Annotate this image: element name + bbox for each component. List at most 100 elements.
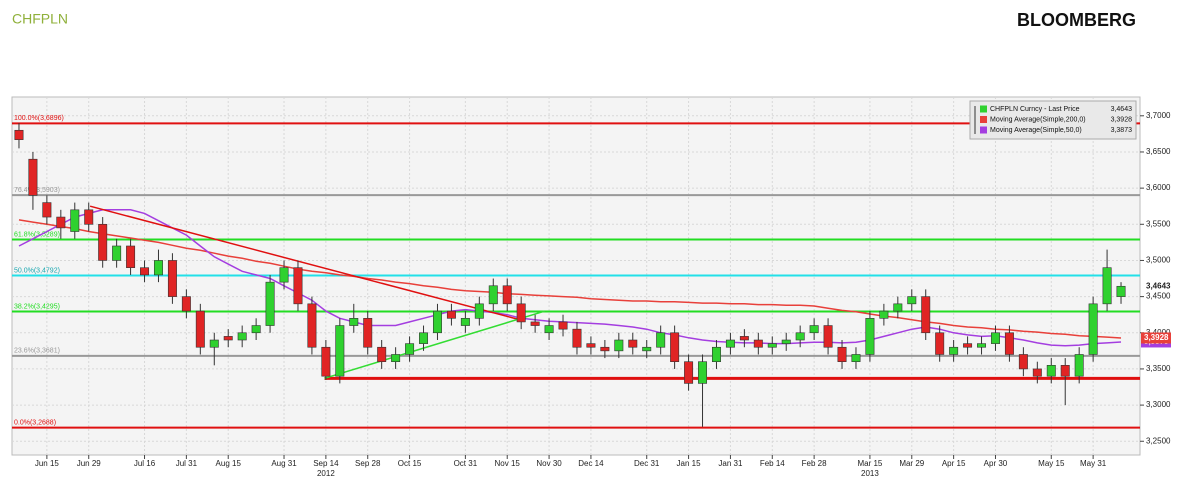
x-tick-label: Mar 15 xyxy=(857,459,882,468)
legend-box xyxy=(969,100,1137,140)
candle-body xyxy=(432,310,442,334)
candle-body xyxy=(586,343,596,348)
x-tick-label: Feb 14 xyxy=(760,459,785,468)
level-label: 0.0%(3,2688) xyxy=(14,420,56,427)
candle-body xyxy=(237,332,247,341)
candle-body xyxy=(335,325,345,377)
last-value-label: 3,3928 xyxy=(1144,333,1169,342)
candle-body xyxy=(865,318,875,355)
candle-body xyxy=(126,245,136,268)
trend-line xyxy=(324,310,546,380)
candle-body xyxy=(265,281,275,326)
candle-body xyxy=(349,318,359,326)
source-brand: BLOOMBERG xyxy=(1017,10,1136,30)
chart-title: CHFPLN xyxy=(12,11,68,27)
level-label: 50.0%(3,4792) xyxy=(14,267,60,274)
x-tick-label: Nov 15 xyxy=(495,459,521,468)
candle-body xyxy=(112,245,122,261)
candle-body xyxy=(530,321,540,326)
candle-body xyxy=(977,343,987,348)
candle-body xyxy=(181,296,191,312)
candle-body xyxy=(153,260,163,276)
candle-body xyxy=(767,343,777,348)
candle-body xyxy=(377,346,387,363)
legend-swatch xyxy=(980,126,987,134)
candle-body xyxy=(98,223,108,261)
candle-body xyxy=(1116,285,1126,297)
candle-body xyxy=(711,346,721,363)
candle-body xyxy=(419,332,429,344)
candle-body xyxy=(502,285,512,305)
candle-body xyxy=(363,318,373,348)
candle-body xyxy=(460,318,470,326)
candle-body xyxy=(28,158,38,196)
candle-body xyxy=(167,260,177,297)
candle-body xyxy=(307,303,317,348)
y-tick-label: 3,6000 xyxy=(1146,183,1171,192)
candle-body xyxy=(684,361,694,384)
x-tick-label: Jan 15 xyxy=(677,459,702,468)
legend-label: Moving Average(Simple,200,0) xyxy=(990,116,1086,123)
candle-body xyxy=(140,267,150,276)
x-tick-label: Jul 31 xyxy=(176,459,198,468)
candle-body xyxy=(558,321,568,330)
legend-swatch xyxy=(980,105,987,113)
year-label: 2013 xyxy=(861,469,879,478)
x-tick-label: Apr 30 xyxy=(984,459,1008,468)
candle-body xyxy=(907,296,917,305)
candle-body xyxy=(1018,354,1028,370)
candle-body xyxy=(656,332,666,348)
year-label: 2012 xyxy=(317,469,335,478)
candle-body xyxy=(70,209,80,232)
candle-body xyxy=(446,310,456,319)
candle-body xyxy=(753,339,763,348)
x-tick-label: Apr 15 xyxy=(942,459,966,468)
x-tick-label: Feb 28 xyxy=(802,459,827,468)
candle-body xyxy=(321,346,331,377)
trend-line xyxy=(89,205,520,321)
y-tick-label: 3,2500 xyxy=(1146,436,1171,445)
legend-label: Moving Average(Simple,50,0) xyxy=(990,127,1082,134)
candle-body xyxy=(739,336,749,341)
candle-body xyxy=(990,332,1000,344)
y-tick-label: 3,7000 xyxy=(1146,111,1171,120)
candle-body xyxy=(474,303,484,319)
candle-body xyxy=(1088,303,1098,355)
candle-body xyxy=(893,303,903,312)
x-tick-label: Dec 14 xyxy=(578,459,604,468)
candle-body xyxy=(614,339,624,352)
legend-value: 3,3873 xyxy=(1111,127,1133,134)
candle-body xyxy=(1046,365,1056,377)
candle-body xyxy=(725,339,735,348)
candle-body xyxy=(1060,365,1070,377)
x-tick-label: Jun 15 xyxy=(35,459,60,468)
y-tick-label: 3,6500 xyxy=(1146,147,1171,156)
candle-body xyxy=(42,202,52,218)
candle-body xyxy=(851,354,861,363)
y-tick-label: 3,4000 xyxy=(1146,328,1171,337)
x-tick-label: Dec 31 xyxy=(634,459,660,468)
candle-body xyxy=(544,325,554,334)
moving-average-line xyxy=(18,209,1122,347)
x-tick-label: Sep 14 xyxy=(313,459,339,468)
candle-body xyxy=(628,339,638,348)
level-label: 23.6%(3,3681) xyxy=(14,348,60,355)
candle-body xyxy=(223,336,233,341)
level-label: 61.8%(3,5289) xyxy=(14,231,60,238)
x-tick-label: Oct 15 xyxy=(398,459,422,468)
candle-body xyxy=(405,343,415,355)
candle-body xyxy=(293,267,303,305)
legend-value: 3,3928 xyxy=(1111,116,1133,123)
candle-body xyxy=(809,325,819,334)
candle-body xyxy=(1004,332,1014,355)
last-price-label: 3,4643 xyxy=(1146,281,1171,290)
candle-body xyxy=(84,209,94,225)
legend-label: CHFPLN Curncy - Last Price xyxy=(990,106,1080,113)
x-tick-label: Aug 31 xyxy=(271,459,297,468)
candle-body xyxy=(781,339,791,344)
candle-body xyxy=(949,346,959,355)
y-tick-label: 3,4500 xyxy=(1146,292,1171,301)
legend-swatch xyxy=(980,116,987,123)
candle-body xyxy=(935,332,945,355)
x-tick-label: Nov 30 xyxy=(536,459,562,468)
